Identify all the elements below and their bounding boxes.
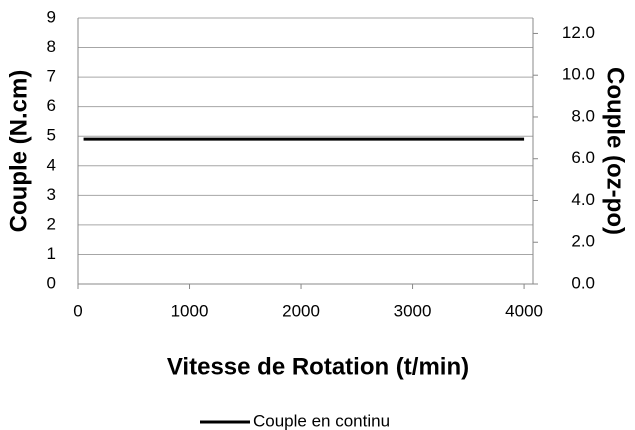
y-axis-title: Couple (N.cm): [5, 70, 32, 233]
y-tick-label: 6: [47, 96, 56, 115]
y2-tick-label: 10.0: [562, 65, 595, 84]
y2-axis-title: Couple (oz-po): [602, 67, 629, 235]
x-tick-label: 3000: [394, 301, 432, 320]
x-axis-title: Vitesse de Rotation (t/min): [167, 353, 469, 380]
x-tick-label: 4000: [505, 301, 543, 320]
y-tick-label: 9: [47, 7, 56, 26]
y2-tick-label: 12.0: [562, 23, 595, 42]
y-tick-label: 0: [47, 273, 56, 292]
y2-tick-label: 6.0: [571, 148, 595, 167]
y-tick-label: 7: [47, 67, 56, 86]
x-tick-label: 1000: [171, 301, 209, 320]
x-tick-label: 0: [73, 301, 82, 320]
y-tick-label: 8: [47, 37, 56, 56]
y-tick-label: 3: [47, 185, 56, 204]
y-tick-label: 1: [47, 244, 56, 263]
y-tick-label: 4: [47, 155, 56, 174]
x-tick-label: 2000: [282, 301, 320, 320]
y-tick-label: 2: [47, 214, 56, 233]
y2-tick-label: 0.0: [571, 273, 595, 292]
y2-tick-label: 4.0: [571, 190, 595, 209]
legend-label: Couple en continu: [253, 411, 390, 430]
y-tick-label: 5: [47, 126, 56, 145]
y2-tick-label: 8.0: [571, 106, 595, 125]
y2-tick-label: 2.0: [571, 232, 595, 251]
